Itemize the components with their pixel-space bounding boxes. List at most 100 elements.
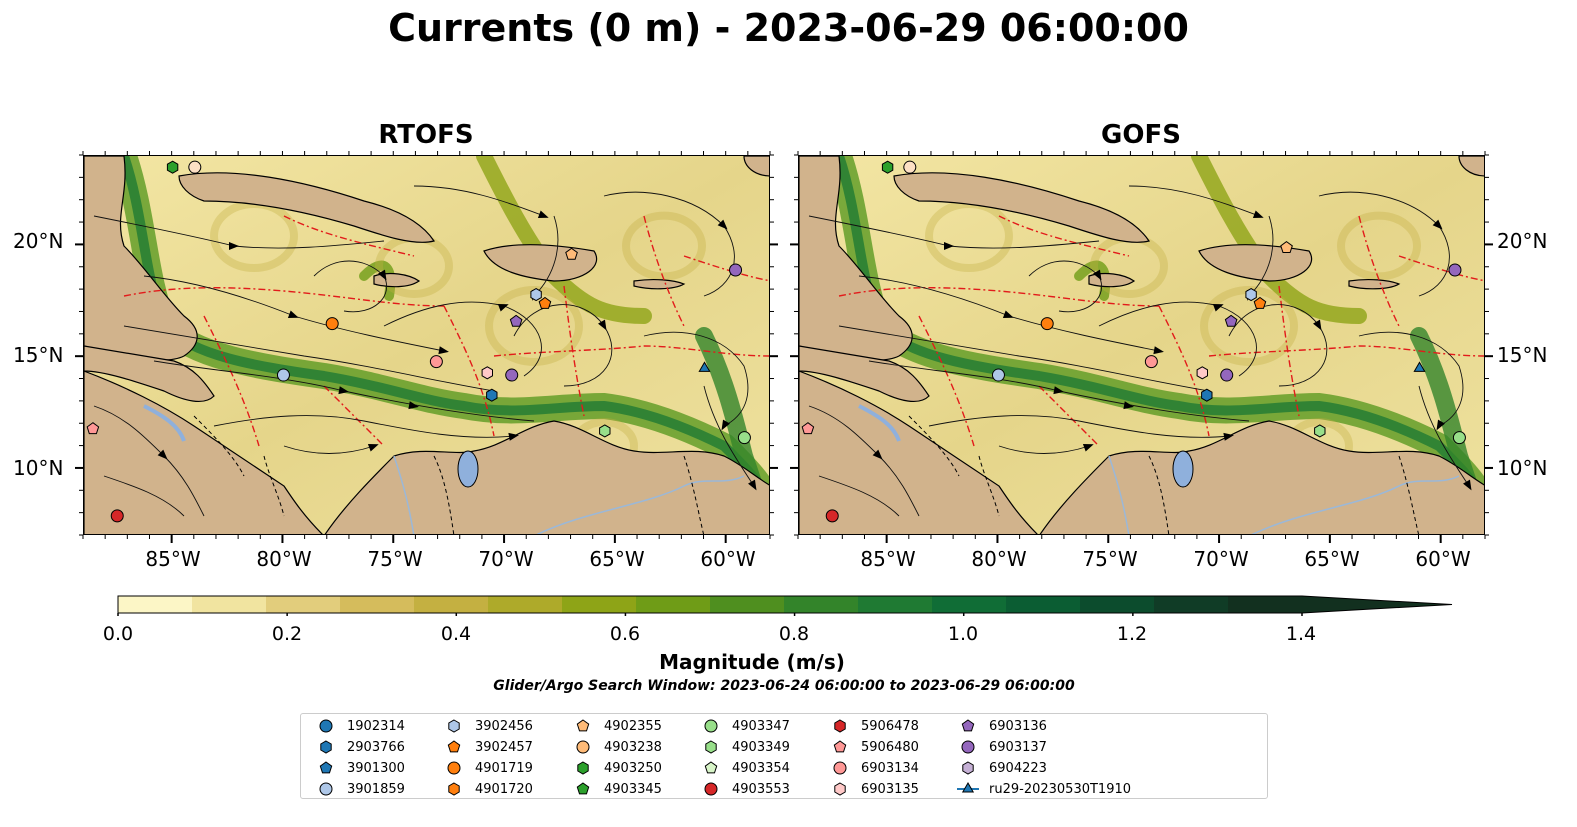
eddy-ring: [622, 211, 706, 281]
streamline: [928, 415, 1230, 438]
land-mass: [1198, 243, 1313, 282]
streamline-arrow: [1252, 210, 1264, 219]
legend-label: 6903135: [861, 781, 919, 797]
eez-boundary: [1038, 385, 1100, 447]
legend-item: 4901720: [443, 780, 533, 798]
legend-marker-icon: [577, 761, 589, 775]
land-mass: [84, 345, 215, 403]
streamline: [533, 215, 559, 297]
eez-boundary: [1208, 345, 1484, 357]
argo-float-marker: [505, 368, 519, 382]
lat-label-15n-right: 15°N: [1497, 343, 1548, 367]
argo-float-marker: [825, 509, 839, 523]
argo-float-marker: [276, 368, 290, 382]
river: [1251, 475, 1460, 534]
country-border: [433, 455, 455, 534]
colorbar-segment: [340, 596, 415, 613]
axis-ticks: [75, 151, 1493, 543]
colorbar-segment: [710, 596, 785, 613]
streamline-arrow: [1463, 479, 1472, 491]
gofs-map-canvas: [799, 156, 1484, 534]
eez-boundary: [998, 215, 1130, 257]
figure-title: Currents (0 m) - 2023-06-29 06:00:00: [388, 6, 1189, 50]
panel-title-rtofs: RTOFS: [378, 120, 474, 150]
lake-nicaragua: [858, 404, 901, 442]
legend-label: ru29-20230530T1910: [989, 781, 1132, 797]
streamline-arrow: [717, 219, 728, 230]
legend-item: 6903136: [957, 717, 1047, 735]
legend-label: 4903347: [732, 718, 790, 734]
eez-boundary: [1158, 305, 1210, 437]
argo-float-marker: [991, 368, 1005, 382]
country-border: [978, 455, 1000, 517]
legend-item: 4903238: [572, 738, 662, 756]
search-window-text: Glider/Argo Search Window: 2023-06-24 06…: [493, 678, 1075, 694]
argo-float-marker: [486, 388, 498, 402]
lon-label-75w: 75°W: [367, 547, 423, 571]
streamline-arrow: [367, 443, 379, 452]
argo-float-marker: [481, 366, 493, 380]
legend-item: 4903553: [700, 780, 790, 798]
land-mass: [743, 156, 769, 177]
streamline-arrow: [1432, 219, 1443, 230]
river: [1108, 455, 1130, 534]
argo-float-marker: [1220, 368, 1234, 382]
lon-label-80w-gofs: 80°W: [971, 547, 1027, 571]
country-border: [1148, 455, 1170, 534]
country-border: [263, 455, 285, 517]
lake-maracaibo: [457, 450, 479, 488]
legend-marker-icon: [833, 740, 847, 753]
legend-label: 2903766: [347, 739, 405, 755]
current-band: [359, 260, 396, 301]
streamline-arrow: [598, 319, 607, 331]
streamline-arrow: [229, 242, 239, 250]
streamline: [283, 445, 375, 454]
lake-nicaragua: [143, 404, 186, 442]
land-mass: [893, 172, 1150, 243]
country-border: [908, 415, 960, 477]
argo-float-marker: [1314, 424, 1326, 438]
legend-marker-icon: [447, 761, 461, 775]
lat-label-10n-right: 10°N: [1497, 456, 1548, 480]
legend-label: 5906478: [861, 718, 919, 734]
eez-boundary: [563, 285, 585, 417]
country-border: [193, 415, 245, 477]
eez-boundary: [283, 215, 415, 257]
lon-label-65w: 65°W: [589, 547, 645, 571]
current-band: [1074, 260, 1111, 301]
legend-label: 3901859: [347, 781, 405, 797]
legend-item: 6903134: [829, 759, 919, 777]
legend-item: 6903135: [829, 780, 919, 798]
legend-item: 5906478: [829, 717, 919, 735]
legend-item: 3901300: [315, 759, 405, 777]
legend-marker-icon: [834, 782, 846, 796]
streamline-arrow: [537, 210, 549, 219]
country-border: [683, 455, 705, 534]
streamline: [1418, 385, 1470, 487]
lon-label-75w-gofs: 75°W: [1082, 547, 1138, 571]
streamline: [643, 331, 749, 427]
lon-label-60w: 60°W: [700, 547, 756, 571]
argo-float-marker: [729, 263, 743, 277]
legend-marker-icon: [962, 761, 974, 775]
streamline-arrow: [1212, 303, 1224, 312]
legend-label: 4903553: [732, 781, 790, 797]
colorbar-segment: [192, 596, 267, 613]
legend-label: 6903134: [861, 760, 919, 776]
legend-marker-icon: [961, 740, 975, 754]
streamline: [838, 325, 1210, 392]
legend-marker-icon: [704, 782, 718, 796]
legend-label: 4903354: [732, 760, 790, 776]
streamline: [413, 185, 545, 217]
legend-marker-icon: [704, 719, 718, 733]
legend-label: 3902456: [475, 718, 533, 734]
argo-float-marker: [86, 422, 100, 435]
argo-float-marker: [1040, 317, 1054, 331]
streamline: [1128, 185, 1260, 217]
land-mass: [1348, 278, 1401, 290]
lon-label-65w-gofs: 65°W: [1304, 547, 1360, 571]
argo-float-marker: [1196, 366, 1208, 380]
lat-label-20n-right: 20°N: [1497, 229, 1548, 253]
argo-float-marker: [530, 288, 542, 302]
legend-item: 4903347: [700, 717, 790, 735]
